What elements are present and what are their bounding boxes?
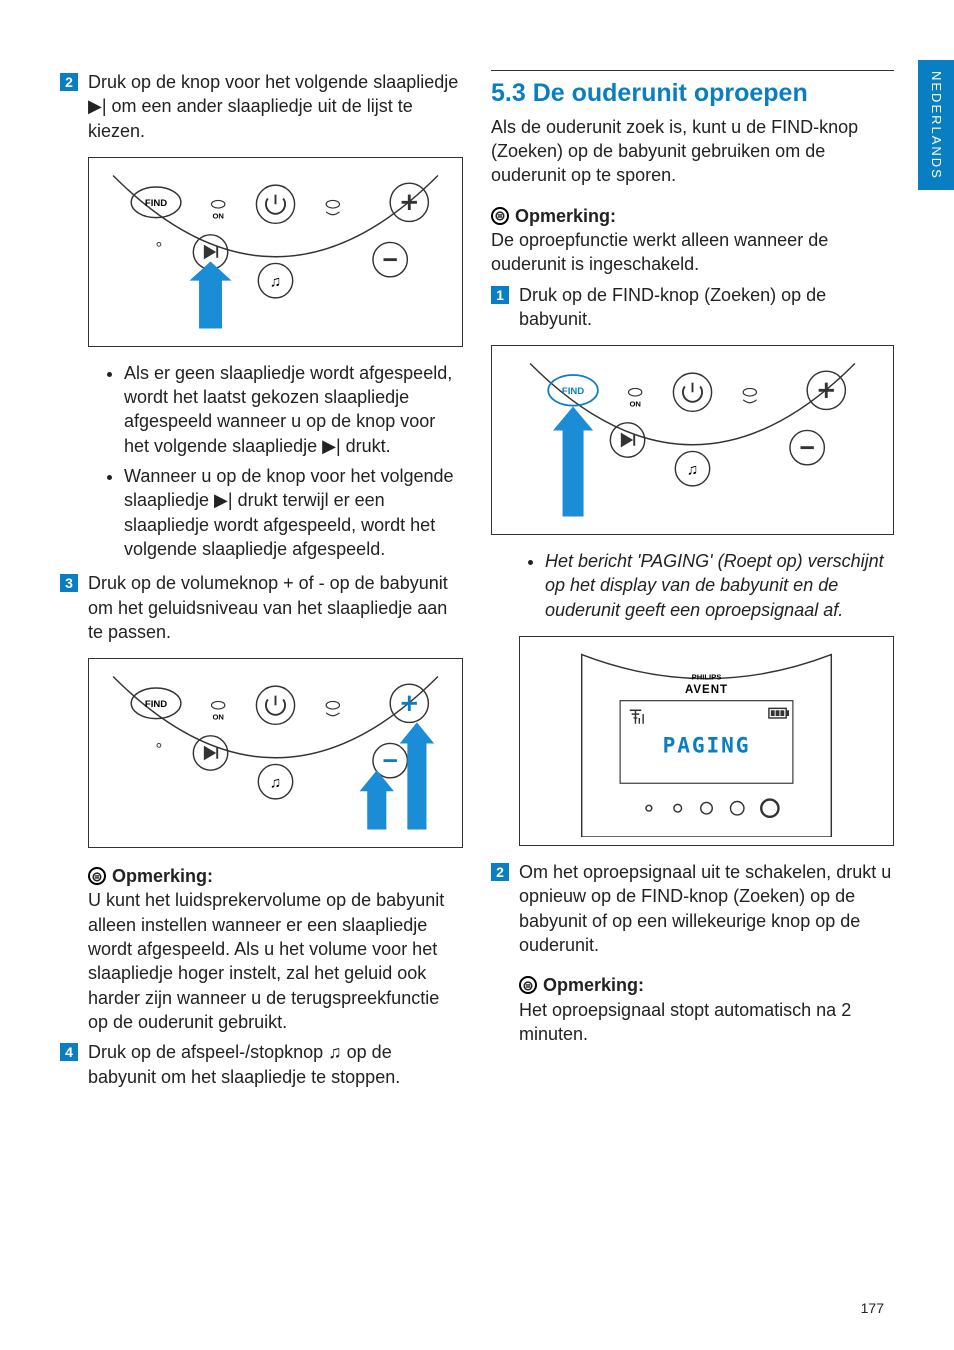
- svg-text:AVENT: AVENT: [685, 684, 728, 696]
- svg-text:ON: ON: [212, 713, 223, 722]
- note-text: U kunt het luidsprekervolume op de babyu…: [88, 888, 463, 1034]
- right-step-1: 1 Druk op de FIND-knop (Zoeken) op de ba…: [491, 283, 894, 332]
- step-4: 4 Druk op de afspeel-/stopknop ♫ op de b…: [60, 1040, 463, 1089]
- step-number-2: 2: [60, 73, 78, 91]
- bullet-2: Wanneer u op de knop voor het volgende s…: [124, 464, 463, 561]
- right-step-2-text: Om het oproepsignaal uit te schakelen, d…: [519, 860, 894, 957]
- note-icon: ⊜: [88, 867, 106, 885]
- svg-text:♫: ♫: [270, 775, 281, 792]
- svg-text:FIND: FIND: [562, 386, 584, 397]
- next-track-icon: ▶|: [88, 96, 107, 116]
- svg-text:PAGING: PAGING: [663, 733, 751, 758]
- note-title: Opmerking:: [543, 973, 644, 997]
- italic-bullet-list: Het bericht 'PAGING' (Roept op) verschij…: [545, 549, 894, 622]
- step-3-text: Druk op de volumeknop + of - op de babyu…: [88, 571, 463, 644]
- svg-text:FIND: FIND: [145, 699, 167, 710]
- section-title: 5.3 De ouderunit oproepen: [491, 70, 894, 111]
- svg-text:ON: ON: [212, 211, 223, 220]
- note-block-auto-stop: ⊜ Opmerking: Het oproepsignaal stopt aut…: [519, 973, 894, 1046]
- right-step-2: 2 Om het oproepsignaal uit te schakelen,…: [491, 860, 894, 957]
- paging-message-bullet: Het bericht 'PAGING' (Roept op) verschij…: [545, 549, 894, 622]
- note-block-find: ⊜ Opmerking: De oproepfunctie werkt alle…: [491, 204, 894, 277]
- step-4-text: Druk op de afspeel-/stopknop ♫ op de bab…: [88, 1040, 463, 1089]
- svg-text:FIND: FIND: [145, 198, 167, 209]
- step-2-text: Druk op de knop voor het volgende slaapl…: [88, 70, 463, 143]
- note-title: Opmerking:: [112, 864, 213, 888]
- section-title-text: De ouderunit oproepen: [533, 79, 808, 107]
- step-2: 2 Druk op de knop voor het volgende slaa…: [60, 70, 463, 143]
- step-number-2b: 2: [491, 863, 509, 881]
- note-text: De oproepfunctie werkt alleen wanneer de…: [491, 228, 894, 277]
- figure-paging-display: PHILIPS AVENT PAGING: [519, 636, 894, 846]
- language-tab: NEDERLANDS: [918, 60, 954, 190]
- right-step-1-text: Druk op de FIND-knop (Zoeken) op de baby…: [519, 283, 894, 332]
- svg-text:PHILIPS: PHILIPS: [692, 673, 722, 682]
- note-block-volume: ⊜ Opmerking: U kunt het luidsprekervolum…: [88, 864, 463, 1034]
- page-number: 177: [861, 1299, 884, 1318]
- section-number: 5.3: [491, 79, 526, 107]
- svg-text:♫: ♫: [687, 462, 698, 479]
- step-number-4: 4: [60, 1043, 78, 1061]
- music-icon: ♫: [328, 1042, 342, 1062]
- section-intro: Als de ouderunit zoek is, kunt u de FIND…: [491, 115, 894, 188]
- note-icon: ⊜: [491, 207, 509, 225]
- figure-next-lullaby: FIND ON: [88, 157, 463, 347]
- svg-text:♫: ♫: [270, 273, 281, 290]
- figure-volume: FIND ON ♫: [88, 658, 463, 848]
- step-3: 3 Druk op de volumeknop + of - op de bab…: [60, 571, 463, 644]
- figure-find: FIND ON ♫: [491, 345, 894, 535]
- step-number-3: 3: [60, 574, 78, 592]
- note-title: Opmerking:: [515, 204, 616, 228]
- note-text: Het oproepsignaal stopt automatisch na 2…: [519, 998, 894, 1047]
- bullet-1: Als er geen slaapliedje wordt afgespeeld…: [124, 361, 463, 458]
- svg-text:ON: ON: [629, 400, 640, 409]
- bullet-list: Als er geen slaapliedje wordt afgespeeld…: [124, 361, 463, 561]
- note-icon: ⊜: [519, 976, 537, 994]
- step-number-1: 1: [491, 286, 509, 304]
